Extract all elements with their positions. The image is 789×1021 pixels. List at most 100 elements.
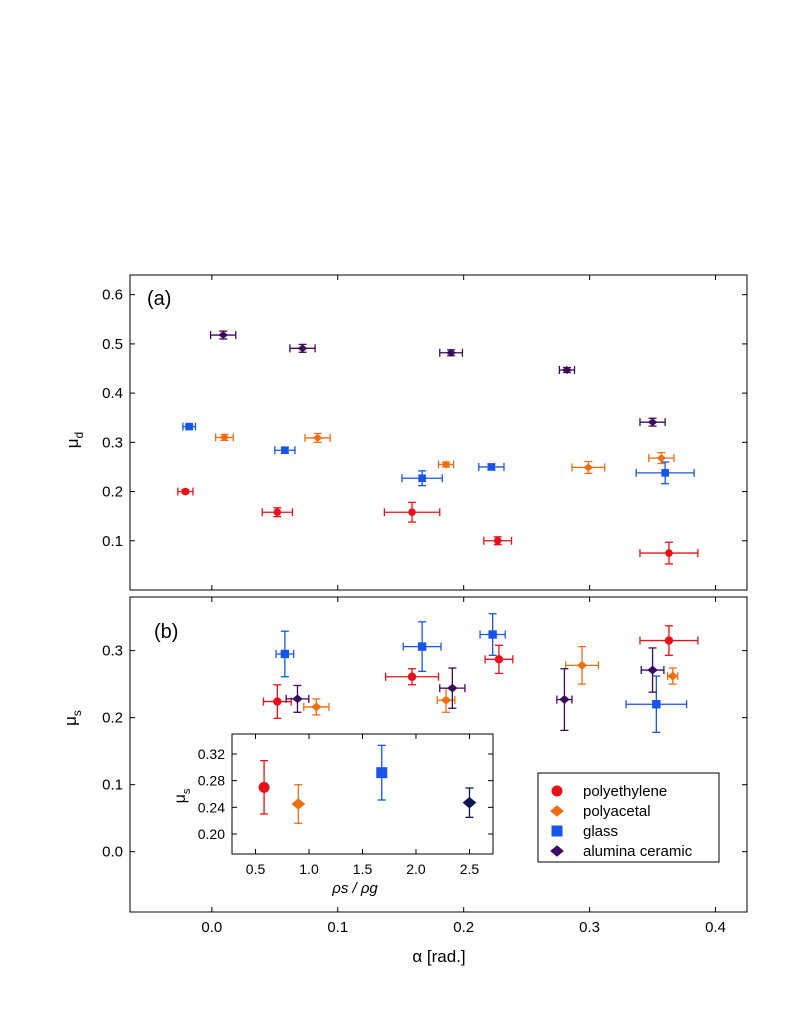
legend-label-polyacetal: polyacetal [583, 803, 651, 820]
data-point [418, 474, 426, 483]
data-point [583, 463, 594, 472]
inset-series-alumina-ceramic [462, 787, 477, 818]
data-point [291, 798, 306, 810]
panel-a-y-axis-label-sub: d [72, 432, 86, 439]
panel-a-y-axis-label-main: μ [63, 438, 82, 448]
panel-b-y-tick-label: 0.3 [102, 643, 123, 660]
legend-box [537, 772, 720, 863]
data-point [446, 348, 456, 357]
data-point [440, 695, 452, 705]
data-point [494, 655, 504, 664]
data-point [185, 422, 193, 431]
panel-b-x-tick-label: 0.0 [201, 919, 222, 936]
panel-b-y-axis-label-main: μ [61, 716, 80, 726]
data-point [273, 697, 282, 706]
legend-label-polyethylene: polyethylene [583, 783, 667, 800]
panel-a-y-tick-label: 0.3 [102, 434, 123, 451]
data-point [488, 630, 497, 639]
inset-x-tick-label: 2.5 [460, 861, 480, 877]
panel-a-series-polyacetal [214, 432, 675, 475]
panel-b-x-tick-label: 0.4 [705, 919, 726, 936]
inset-x-tick-label: 1.5 [353, 861, 373, 877]
data-point [661, 469, 669, 477]
inset-x-tick-label: 1.0 [299, 861, 319, 877]
panel-a-y-tick-label: 0.6 [102, 287, 123, 304]
legend: polyethylene polyacetal glass alumina ceram… [537, 772, 720, 863]
panel-a-y-axis-label: μd [63, 432, 86, 448]
panel-b-x-tick-label: 0.3 [579, 919, 600, 936]
inset-y-axis-label-main: μ [172, 794, 189, 803]
data-point [312, 433, 323, 442]
x-axis-label: α [rad.] [412, 947, 465, 966]
data-point [559, 695, 570, 704]
inset-y-tick-label: 0.32 [198, 746, 225, 762]
data-point [667, 671, 678, 681]
data-point [408, 508, 416, 517]
data-point [258, 781, 270, 793]
panel-a-series-polyethylene [177, 487, 699, 565]
data-point [447, 683, 458, 693]
panel-b-y-tick-label: 0.0 [102, 844, 123, 861]
inset-y-tick-label: 0.24 [198, 799, 225, 815]
legend-marker-polyacetal [550, 805, 564, 817]
data-point [665, 549, 673, 557]
panel-a-y-tick-label: 0.2 [102, 484, 123, 501]
panel-a-y-tick-label: 0.5 [102, 336, 123, 353]
data-point [297, 344, 308, 353]
panel-a-y-tick-label: 0.1 [102, 533, 123, 550]
panel-b-x-tick-label: 0.1 [327, 919, 348, 936]
panel-b-series-glass [275, 613, 688, 734]
inset-series-glass [376, 744, 388, 801]
inset-x-axis-label: ρs / ρg [331, 880, 378, 897]
legend-marker-glass [551, 825, 563, 837]
panel-a-series-glass [182, 422, 695, 487]
data-point [417, 642, 427, 651]
inset-series-polyacetal [291, 784, 306, 824]
panel-a-y-tick-label: 0.4 [102, 385, 123, 402]
data-point [664, 636, 674, 645]
data-point [441, 460, 451, 469]
panel-b-series-alumina-ceramic [285, 647, 665, 732]
panel-a-label: (a) [147, 288, 171, 310]
inset-y-axis-label: μs [172, 788, 193, 803]
panel-b-plot-frame [129, 596, 748, 913]
data-point [181, 487, 190, 496]
panel-b-y-tick-label: 0.1 [102, 777, 123, 794]
panel-b-label: (b) [154, 621, 178, 643]
data-point [218, 331, 228, 340]
data-point [281, 446, 289, 455]
legend-marker-polyethylene [551, 785, 563, 797]
data-point [311, 702, 322, 712]
legend-marker-alumina-ceramic [550, 845, 564, 857]
data-point [562, 366, 572, 374]
inset-series-polyethylene [258, 760, 270, 815]
inset-y-tick-label: 0.28 [198, 773, 225, 789]
panel-a: (a) μd 0.1 0.2 0.3 0.4 0.5 0.6 [63, 274, 748, 591]
inset-x-tick-label: 2.0 [406, 861, 426, 877]
panel-b-series-polyacetal [303, 645, 679, 716]
legend-label-glass: glass [583, 823, 618, 840]
data-point [462, 796, 477, 809]
panel-b-series-polyethylene [262, 625, 699, 719]
legend-label-alumina-ceramic: alumina ceramic [583, 843, 693, 860]
data-point [652, 700, 661, 709]
data-point [292, 694, 303, 704]
data-point [493, 536, 502, 545]
data-point [407, 672, 417, 681]
data-point [656, 454, 667, 463]
panel-b-x-tick-label: 0.2 [453, 919, 474, 936]
inset-y-tick-label: 0.20 [198, 826, 225, 842]
panel-b-y-axis-label: μs [61, 710, 84, 726]
inset-background [232, 734, 493, 854]
inset-y-axis-label-sub: s [181, 788, 193, 794]
data-point [273, 508, 282, 517]
data-point [219, 433, 230, 442]
data-point [376, 767, 388, 779]
data-point [647, 418, 658, 427]
data-point [576, 660, 588, 670]
inset-x-tick-label: 0.5 [246, 861, 266, 877]
panel-b: (b) μs α [rad.] 0.00.10.20.30.0 0.1 0.2 0.3… [61, 596, 748, 966]
inset-chart: μs ρs / ρg 0.20 0.24 0.28 0.32 0.5 1.0 1.5 2.0 2… [172, 733, 494, 897]
data-point [647, 665, 658, 675]
